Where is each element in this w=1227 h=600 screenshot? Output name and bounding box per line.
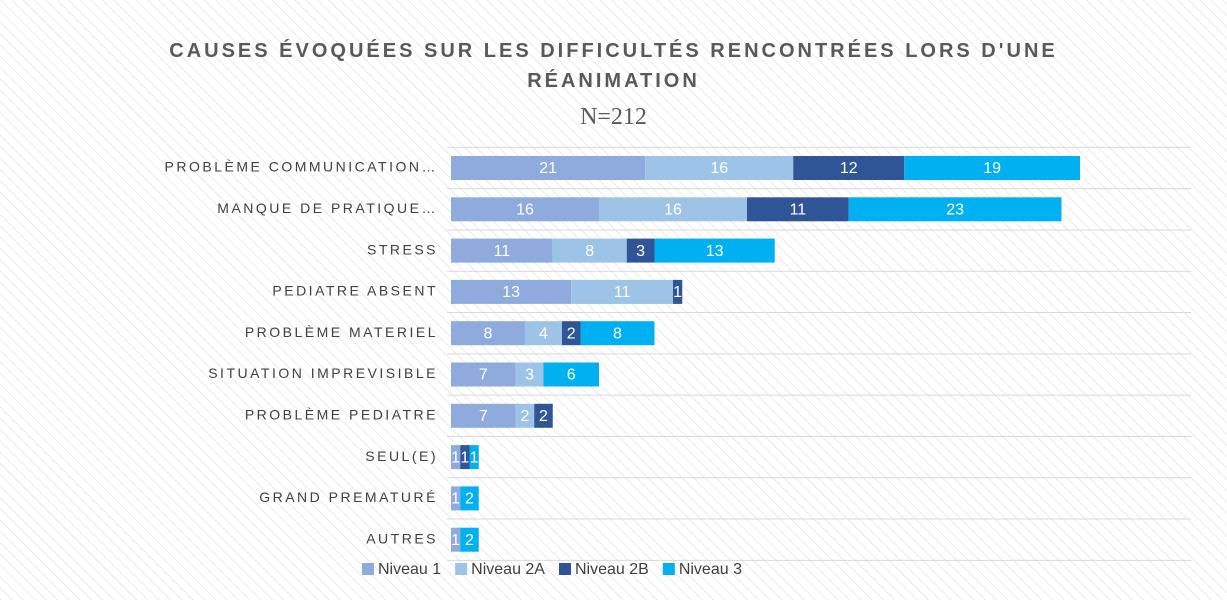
category-label: AUTRES bbox=[366, 530, 438, 546]
value-label: 11 bbox=[494, 243, 511, 260]
legend-swatch bbox=[362, 563, 374, 575]
value-label: 6 bbox=[567, 367, 576, 384]
bar-segment bbox=[599, 197, 747, 222]
value-label: 19 bbox=[983, 160, 1001, 177]
category-label: SEUL(E) bbox=[365, 448, 438, 464]
bar-segment bbox=[673, 279, 683, 304]
bar-segment bbox=[904, 156, 1080, 180]
bar-segment bbox=[451, 321, 525, 346]
bar-segment bbox=[515, 403, 535, 428]
value-label: 7 bbox=[479, 408, 488, 425]
value-label: 2 bbox=[521, 408, 530, 425]
bar-segment bbox=[562, 321, 581, 346]
legend-label: Niveau 1 bbox=[378, 561, 441, 578]
bar-segment bbox=[571, 279, 673, 304]
legend-swatch bbox=[662, 563, 675, 575]
value-label: 13 bbox=[502, 284, 520, 301]
value-label: 21 bbox=[539, 160, 557, 177]
value-label: 16 bbox=[664, 202, 682, 219]
bar-segment bbox=[626, 238, 655, 263]
category-label: PEDIATRE ABSENT bbox=[272, 283, 438, 299]
value-label: 11 bbox=[614, 284, 631, 301]
bar-segment bbox=[848, 197, 1062, 222]
chart-title: CAUSES ÉVOQUÉES SUR LES DIFFICULTÉS RENC… bbox=[169, 40, 1058, 92]
bar-segment bbox=[534, 403, 553, 428]
bar-segment bbox=[451, 403, 516, 428]
bar-segment bbox=[451, 156, 646, 180]
category-label: STRESS bbox=[367, 241, 438, 257]
legend-swatch bbox=[558, 563, 571, 575]
legend-label: Niveau 3 bbox=[679, 561, 742, 578]
bar-segment bbox=[793, 156, 905, 180]
category-label: PROBLÈME PEDIATRE bbox=[245, 407, 438, 423]
value-label: 8 bbox=[484, 325, 493, 342]
bar-segment bbox=[747, 197, 849, 222]
value-label: 1 bbox=[451, 532, 460, 549]
value-label: 12 bbox=[840, 160, 858, 177]
bar-segment bbox=[451, 362, 516, 387]
legend-label: Niveau 2A bbox=[471, 561, 545, 578]
bar-segment bbox=[451, 279, 572, 304]
bar-segment bbox=[451, 486, 461, 511]
value-label: 4 bbox=[539, 325, 548, 342]
bar-segment bbox=[460, 527, 479, 552]
value-label: 1 bbox=[451, 449, 460, 466]
bar-segment bbox=[451, 197, 599, 222]
legend-swatch bbox=[455, 563, 468, 575]
value-label: 2 bbox=[567, 325, 576, 342]
value-label: 7 bbox=[479, 367, 488, 384]
value-label: 3 bbox=[636, 243, 645, 260]
value-label: 1 bbox=[460, 449, 469, 466]
value-label: 2 bbox=[539, 408, 548, 425]
value-label: 11 bbox=[790, 202, 807, 219]
value-label: 8 bbox=[613, 325, 622, 342]
value-label: 16 bbox=[710, 160, 728, 177]
bar-segment bbox=[469, 445, 479, 470]
legend-label: Niveau 2B bbox=[575, 561, 649, 578]
category-label: MANQUE DE PRATIQUE… bbox=[217, 200, 438, 216]
bar-segment bbox=[451, 238, 553, 263]
value-label: 1 bbox=[470, 449, 479, 466]
value-label: 8 bbox=[585, 243, 594, 260]
value-label: 2 bbox=[465, 532, 474, 549]
bar-segment bbox=[515, 362, 544, 387]
bar-segment bbox=[460, 445, 470, 470]
bar-segment bbox=[451, 445, 461, 470]
category-label: PROBLÈME COMMUNICATION… bbox=[165, 159, 438, 175]
value-label: 23 bbox=[946, 202, 964, 219]
value-label: 16 bbox=[516, 202, 534, 219]
category-label: PROBLÈME MATERIEL bbox=[245, 324, 438, 340]
bar-segment bbox=[460, 486, 479, 511]
value-label: 1 bbox=[673, 284, 682, 301]
category-label: SITUATION IMPREVISIBLE bbox=[208, 365, 438, 381]
bar-segment bbox=[525, 321, 562, 346]
bar-segment bbox=[654, 238, 775, 263]
bar-segment bbox=[580, 321, 655, 346]
value-label: 1 bbox=[451, 491, 460, 508]
bar-segment bbox=[451, 527, 461, 552]
value-label: 2 bbox=[465, 491, 474, 508]
category-label: GRAND PREMATURÉ bbox=[259, 489, 438, 505]
bar-segment bbox=[645, 156, 794, 180]
bar-segment bbox=[543, 362, 599, 387]
value-label: 3 bbox=[525, 367, 534, 384]
bar-segment bbox=[552, 238, 627, 263]
value-label: 13 bbox=[706, 243, 724, 260]
chart-subtitle: N=212 bbox=[580, 104, 647, 130]
